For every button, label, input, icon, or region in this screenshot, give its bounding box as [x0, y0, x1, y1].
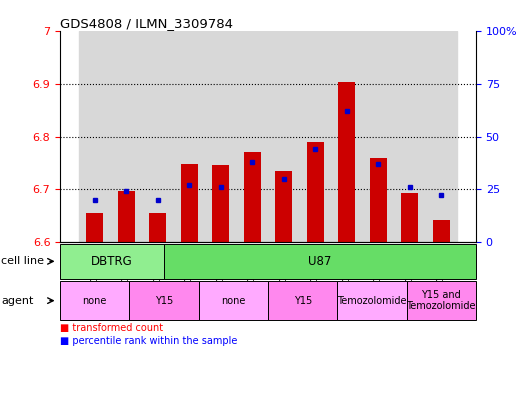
Bar: [149, 213, 166, 242]
Bar: [300, 31, 331, 242]
Bar: [142, 31, 174, 242]
Bar: [338, 83, 356, 242]
Bar: [236, 31, 268, 242]
Bar: [205, 31, 236, 242]
Text: ■ percentile rank within the sample: ■ percentile rank within the sample: [60, 336, 237, 346]
Text: Y15 and
Temozolomide: Y15 and Temozolomide: [406, 290, 476, 311]
Text: agent: agent: [1, 296, 33, 306]
Text: ■ transformed count: ■ transformed count: [60, 323, 163, 333]
Text: GDS4808 / ILMN_3309784: GDS4808 / ILMN_3309784: [60, 17, 233, 30]
Bar: [79, 31, 110, 242]
Bar: [212, 165, 230, 242]
Bar: [433, 220, 450, 242]
Bar: [275, 171, 292, 242]
Bar: [118, 191, 135, 242]
Bar: [174, 31, 205, 242]
Text: U87: U87: [309, 255, 332, 268]
Bar: [110, 31, 142, 242]
Text: Y15: Y15: [155, 296, 173, 306]
Bar: [180, 164, 198, 242]
Text: none: none: [221, 296, 246, 306]
Text: cell line: cell line: [1, 256, 44, 266]
Bar: [86, 213, 104, 242]
Bar: [331, 31, 362, 242]
Bar: [426, 31, 457, 242]
Bar: [394, 31, 426, 242]
Bar: [306, 142, 324, 242]
Bar: [401, 193, 418, 242]
Bar: [370, 158, 387, 242]
Text: Y15: Y15: [293, 296, 312, 306]
Bar: [362, 31, 394, 242]
Bar: [268, 31, 300, 242]
Bar: [244, 152, 261, 242]
Text: Temozolomide: Temozolomide: [337, 296, 407, 306]
Text: none: none: [83, 296, 107, 306]
Text: DBTRG: DBTRG: [91, 255, 133, 268]
